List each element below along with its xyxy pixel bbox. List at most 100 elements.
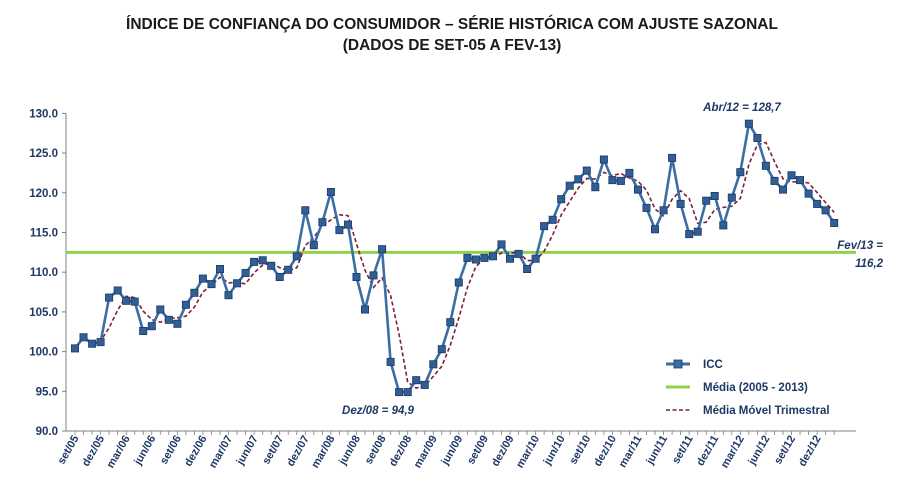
icc-point	[625, 168, 634, 177]
y-tick-label: 130.0	[29, 108, 58, 120]
icc-point	[497, 240, 506, 249]
x-tick-label: set/05	[56, 434, 82, 467]
y-tick-label: 95.0	[36, 386, 58, 398]
x-tick-label: dez/12	[796, 434, 823, 469]
icc-point	[753, 133, 762, 142]
icc-point	[386, 357, 395, 366]
icc-point	[71, 344, 80, 353]
icc-point	[130, 297, 139, 306]
icc-point	[770, 176, 779, 185]
x-tick-label: mar/12	[719, 434, 747, 471]
x-tick-label: mar/06	[105, 434, 133, 471]
icc-point	[565, 181, 574, 190]
x-tick-label: dez/07	[285, 434, 312, 469]
x-tick-label: dez/08	[387, 434, 414, 469]
icc-point	[582, 166, 591, 175]
icc-point	[463, 253, 472, 262]
y-tick-label: 125.0	[29, 148, 58, 160]
icc-point	[301, 206, 310, 215]
icc-point	[378, 245, 387, 254]
icc-point	[779, 185, 788, 194]
icc-point	[642, 203, 651, 212]
legend: ICC Média (2005 - 2013) Média Móvel Trim…	[666, 359, 830, 417]
moving-average-line	[91, 141, 835, 389]
icc-point	[258, 256, 267, 265]
icc-point	[693, 227, 702, 236]
icc-point	[446, 318, 455, 327]
icc-point	[215, 264, 224, 273]
icc-point	[429, 360, 438, 369]
icc-point	[139, 326, 148, 335]
x-tick-label: mar/11	[617, 434, 645, 470]
x-tick-label: jun/08	[336, 434, 363, 468]
icc-point	[233, 279, 242, 288]
icc-point	[173, 319, 182, 328]
icc-point	[471, 255, 480, 264]
icc-point	[454, 278, 463, 287]
icc-point	[557, 195, 566, 204]
icc-point	[343, 220, 352, 229]
y-tick-label: 120.0	[29, 188, 58, 200]
icc-point	[608, 176, 617, 185]
x-tick-label: set/09	[465, 434, 491, 467]
icc-point	[702, 196, 711, 205]
y-tick-label: 115.0	[30, 228, 58, 240]
icc-point	[241, 268, 250, 277]
icc-point	[634, 185, 643, 194]
x-tick-label: dez/10	[592, 434, 619, 469]
annotation-last-value: 116,2	[855, 258, 884, 270]
icc-point	[787, 171, 796, 180]
x-tick-label: jun/12	[746, 434, 773, 468]
x-tick-label: jun/09	[439, 434, 466, 468]
icc-point	[198, 274, 207, 283]
x-tick-label: jun/07	[234, 434, 261, 468]
y-tick-label: 105.0	[29, 307, 58, 319]
annotation-trough: Dez/08 = 94,9	[342, 405, 415, 417]
y-tick-label: 110.0	[30, 267, 58, 279]
icc-point	[318, 218, 327, 227]
icc-point	[548, 215, 557, 224]
icc-point	[719, 221, 728, 230]
icc-point	[164, 315, 173, 324]
icc-point	[412, 376, 421, 385]
icc-point	[181, 300, 190, 309]
icc-point	[676, 199, 685, 208]
x-tick-label: set/08	[363, 434, 389, 467]
x-tick-label: mar/09	[412, 434, 440, 471]
icc-point	[659, 206, 668, 215]
icc-point	[113, 286, 122, 295]
icc-point	[736, 168, 745, 177]
icc-line	[73, 122, 836, 394]
icc-point	[190, 288, 199, 297]
icc-point	[744, 119, 753, 128]
icc-point	[685, 230, 694, 239]
icc-point	[267, 261, 276, 270]
icc-point	[830, 218, 839, 227]
icc-point	[360, 305, 369, 314]
icc-point	[369, 271, 378, 280]
x-tick-label: set/10	[567, 434, 593, 467]
icc-point	[480, 253, 489, 262]
x-tick-label: mar/08	[309, 434, 337, 471]
icc-point	[437, 345, 446, 354]
x-tick-label: dez/09	[489, 434, 516, 469]
legend-icc-label: ICC	[703, 359, 723, 371]
icc-point	[156, 305, 165, 314]
chart-title: ÍNDICE DE CONFIANÇA DO CONSUMIDOR – SÉRI…	[126, 15, 778, 33]
x-tick-label: jun/10	[541, 434, 568, 468]
chart-subtitle: (DADOS DE SET-05 A FEV-13)	[343, 37, 561, 54]
icc-point	[275, 272, 284, 281]
y-tick-label: 90.0	[36, 426, 58, 438]
icc-point	[250, 257, 259, 266]
icc-point	[651, 225, 660, 234]
icc-point	[488, 252, 497, 261]
x-tick-label: dez/06	[182, 434, 209, 469]
x-tick-label: dez/05	[80, 434, 107, 469]
icc-point	[531, 254, 540, 263]
icc-point	[96, 338, 105, 347]
x-tick-label: set/12	[772, 434, 798, 467]
icc-point	[79, 333, 88, 342]
icc-point	[335, 226, 344, 235]
icc-point	[88, 339, 97, 348]
